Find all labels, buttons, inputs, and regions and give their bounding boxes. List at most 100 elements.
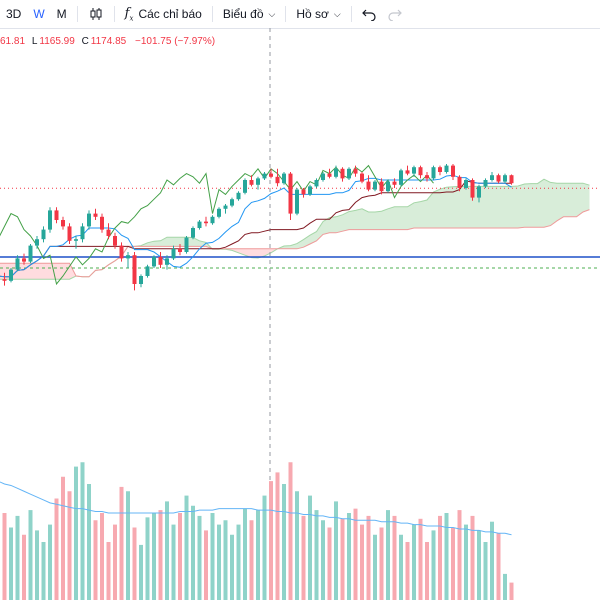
volume-bar [321,520,325,600]
volume-bar [379,527,384,600]
volume-bar [126,491,130,600]
ichimoku-cloud-segment [433,189,440,228]
volume-bar [230,534,234,600]
candle-body [191,228,195,238]
ichimoku-cloud-segment [316,221,323,241]
toolbar-divider [76,6,78,22]
volume-bar [451,527,455,600]
ichimoku-cloud-segment [290,243,297,249]
volume-bar [158,510,163,600]
candle-body [15,258,20,270]
period-w-button[interactable]: W [33,7,45,21]
candle-body [61,220,65,227]
ichimoku-cloud-segment [355,208,362,230]
period-3d-button[interactable]: 3D [6,7,22,21]
candle-body [503,175,507,182]
volume-bar [256,510,260,600]
volume-bar [197,515,202,600]
candle-body [288,173,293,214]
legend-close-value: 1174.85 [90,36,127,47]
candle-body [295,189,299,214]
volume-bar [165,501,169,600]
ichimoku-cloud-segment [524,183,531,228]
ichimoku-cloud-segment [518,184,525,228]
volume-bar [295,491,299,600]
candle-body [100,216,104,230]
candle-body [496,175,501,182]
ichimoku-cloud-segment [394,206,401,230]
candles-style-button[interactable] [82,0,110,28]
undo-icon [361,9,376,21]
volume-bar [301,515,306,600]
volume-bar [178,513,182,600]
toolbar-divider [113,6,115,22]
candle-body [210,216,215,224]
profile-menu-label: Hồ sơ [296,7,329,21]
candle-body [438,167,442,172]
period-m-button[interactable]: M [56,7,67,21]
chart-menu-label: Biểu đồ [222,7,264,21]
volume-bar [243,508,247,600]
candle-body [184,237,189,252]
ichimoku-cloud-segment [498,186,505,228]
candle-body [399,170,403,185]
candle-body [217,208,221,217]
ichimoku-cloud-segment [440,187,447,228]
volume-bar [386,510,390,600]
undo-button[interactable] [356,0,382,28]
volume-bar [496,533,501,600]
ichimoku-cloud-segment [511,186,518,228]
toolbar-divider [211,6,213,22]
ichimoku-cloud-segment [264,248,271,256]
candle-body [490,175,494,180]
function-icon: fx [124,5,134,23]
toolbar-divider [350,6,352,22]
ichimoku-cloud-segment [368,212,375,230]
candle-body [158,256,163,265]
volume-bar [327,527,332,600]
volume-bar [353,508,358,600]
volume-bar [340,518,345,600]
profile-menu-button[interactable]: Hồ sơ ⌵ [290,0,346,28]
volume-bar [87,484,91,600]
candle-body [301,189,306,195]
candle-body [477,186,481,198]
indicators-button[interactable]: fx Các chỉ báo [119,0,208,28]
candle-body [171,248,176,259]
candle-body [165,258,169,265]
chart-menu-button[interactable]: Biểu đồ ⌵ [217,0,282,28]
ichimoku-cloud-segment [375,211,382,230]
ichimoku-cloud-segment [323,217,330,235]
volume-bar [282,484,286,600]
volume-bar [457,510,462,600]
candle-body [373,181,377,190]
volume-bar [438,515,442,600]
ichimoku-cloud-segment [297,239,304,249]
ohlc-legend: 61.81 L 1165.99 C 1174.85 −101.75 (−7.97%) [0,36,219,47]
volume-bar [15,515,20,600]
volume-bar [405,542,410,600]
volume-bar [444,513,449,600]
ichimoku-cloud-segment [550,182,557,226]
candle-body [236,192,241,200]
candle-body [243,180,247,193]
candle-body [48,210,52,230]
ichimoku-cloud-segment [570,183,577,217]
ichimoku-cloud-segment [563,183,570,217]
candle-body [80,226,85,240]
candles-icon [90,8,102,20]
senkou-span-b-line [0,209,590,278]
redo-button[interactable] [382,0,408,28]
candle-body [483,180,488,187]
volume-bar [418,518,423,600]
ichimoku-cloud-segment [453,186,460,228]
volume-bar [41,542,46,600]
ichimoku-cloud-segment [362,208,369,230]
candle-body [2,279,7,281]
candle-body [275,176,280,184]
candle-body [256,178,260,185]
volume-bar [184,495,189,600]
ichimoku-cloud-segment [407,202,414,230]
ichimoku-cloud-segment [336,214,343,233]
